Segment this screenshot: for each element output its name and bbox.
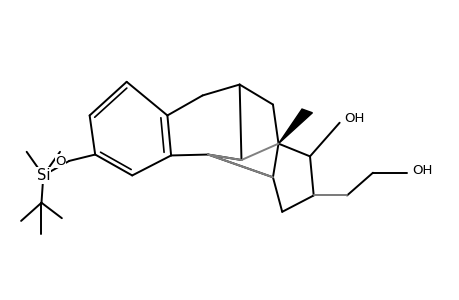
Text: O: O xyxy=(55,155,66,168)
Text: OH: OH xyxy=(411,164,432,177)
Text: Si: Si xyxy=(37,168,50,183)
Text: OH: OH xyxy=(344,112,364,125)
Polygon shape xyxy=(278,109,312,144)
